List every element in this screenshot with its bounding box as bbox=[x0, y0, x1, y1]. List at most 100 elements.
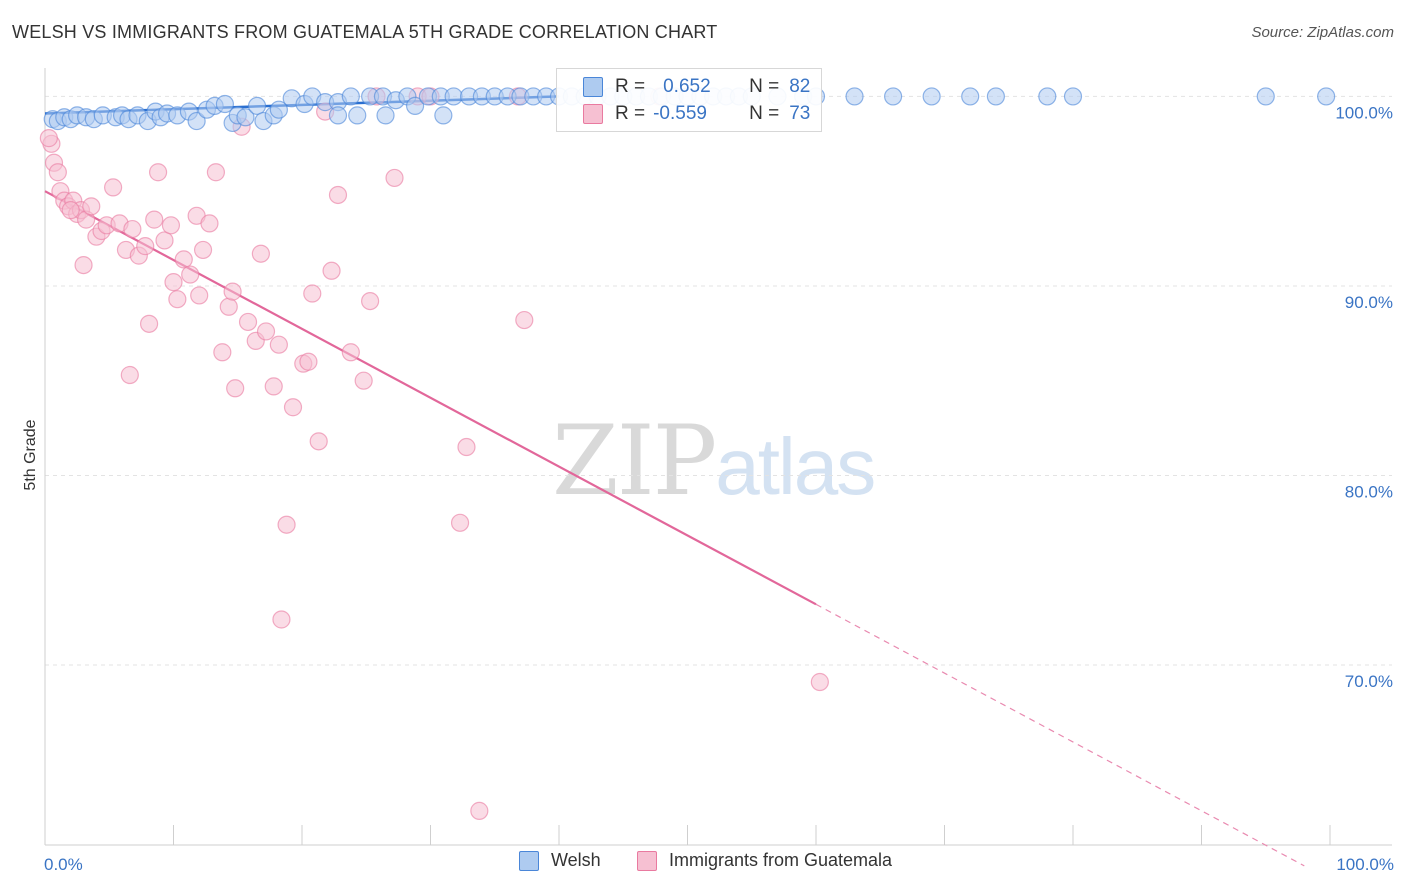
guatemala-point bbox=[136, 237, 155, 256]
watermark-zip: ZIP bbox=[552, 405, 717, 517]
guatemala-point bbox=[82, 197, 101, 216]
guatemala-point bbox=[272, 610, 291, 629]
guatemala-point bbox=[341, 343, 360, 362]
guatemala-point bbox=[168, 290, 187, 309]
guatemala-point bbox=[328, 185, 348, 205]
legend: Welsh Immigrants from Guatemala bbox=[0, 850, 1406, 880]
y-tick-label: 90.0% bbox=[1345, 293, 1393, 312]
guatemala-trend-extension bbox=[815, 603, 1305, 867]
welsh-point bbox=[1063, 87, 1083, 106]
welsh-point bbox=[1317, 87, 1336, 106]
guatemala-point bbox=[385, 168, 404, 188]
guatemala-point bbox=[299, 352, 318, 371]
legend-swatch-welsh bbox=[519, 850, 539, 871]
welsh-point bbox=[922, 87, 941, 106]
welsh-point bbox=[236, 108, 255, 127]
guatemala-point bbox=[450, 513, 470, 532]
stats-r-value-guatemala: -0.559 bbox=[653, 103, 707, 124]
guatemala-point bbox=[226, 379, 245, 398]
watermark-atlas: atlas bbox=[715, 422, 876, 511]
trend-lines bbox=[44, 95, 1305, 867]
welsh-point bbox=[434, 106, 453, 125]
guatemala-point bbox=[200, 214, 219, 233]
guatemala-point bbox=[48, 163, 67, 182]
welsh-point bbox=[187, 111, 206, 131]
guatemala-point bbox=[104, 178, 123, 197]
x-tick-label: 100.0% bbox=[1336, 855, 1394, 874]
stats-n-label-guatemala: N = bbox=[749, 103, 780, 124]
stats-swatch-guatemala bbox=[583, 104, 603, 124]
guatemala-point bbox=[277, 515, 296, 534]
guatemala-point bbox=[190, 286, 209, 305]
guatemala-point bbox=[148, 163, 168, 182]
y-tick-label: 80.0% bbox=[1345, 482, 1393, 501]
guatemala-point bbox=[515, 310, 534, 330]
guatemala-point bbox=[303, 284, 322, 303]
legend-label-welsh: Welsh bbox=[551, 850, 601, 870]
stats-r-label-guatemala: R = bbox=[615, 103, 646, 124]
guatemala-point bbox=[145, 210, 164, 229]
guatemala-point bbox=[61, 201, 80, 220]
welsh-point bbox=[405, 96, 425, 116]
watermark: ZIPatlas bbox=[552, 405, 876, 517]
guatemala-point bbox=[283, 398, 303, 417]
welsh-point bbox=[348, 106, 367, 125]
welsh-point bbox=[986, 87, 1006, 106]
stats-n-label-welsh: N = bbox=[749, 76, 780, 97]
welsh-point bbox=[444, 87, 463, 106]
gridlines bbox=[45, 95, 1392, 666]
guatemala-point bbox=[219, 297, 238, 316]
guatemala-point bbox=[161, 216, 181, 235]
guatemala-point bbox=[322, 261, 341, 280]
legend-label-guatemala: Immigrants from Guatemala bbox=[669, 850, 893, 870]
guatemala-point bbox=[120, 365, 139, 385]
stats-box: R = 0.652 N = 82 R = -0.559 N = 73 bbox=[556, 68, 822, 132]
legend-item-welsh[interactable]: Welsh bbox=[519, 850, 601, 871]
guatemala-points bbox=[39, 87, 829, 820]
source-label: Source: ZipAtlas.com bbox=[1251, 24, 1394, 41]
y-tick-label: 70.0% bbox=[1345, 672, 1393, 691]
guatemala-point bbox=[74, 255, 93, 275]
welsh-point bbox=[845, 87, 864, 106]
welsh-point bbox=[883, 87, 903, 106]
guatemala-point bbox=[139, 314, 159, 333]
guatemala-point bbox=[269, 335, 288, 354]
stats-n-value-guatemala: 73 bbox=[789, 103, 811, 124]
legend-swatch-guatemala bbox=[637, 850, 657, 871]
stats-row-welsh: R = 0.652 N = 82 bbox=[557, 73, 810, 101]
guatemala-point bbox=[164, 273, 183, 292]
welsh-point bbox=[247, 96, 267, 116]
welsh-point bbox=[215, 94, 234, 114]
x-tick-label: 0.0% bbox=[44, 855, 83, 874]
welsh-point bbox=[961, 87, 980, 106]
welsh-point bbox=[376, 106, 395, 125]
stats-r-value-welsh: 0.652 bbox=[663, 76, 711, 97]
guatemala-point bbox=[238, 312, 258, 332]
guatemala-point bbox=[251, 244, 270, 263]
x-tick-labels: 0.0% 100.0% bbox=[44, 855, 1394, 874]
welsh-point bbox=[328, 106, 348, 125]
welsh-point bbox=[269, 100, 288, 119]
guatemala-point bbox=[39, 129, 58, 148]
stats-n-value-welsh: 82 bbox=[789, 76, 811, 97]
guatemala-point bbox=[213, 343, 232, 362]
guatemala-point bbox=[174, 250, 193, 269]
chart-title: WELSH VS IMMIGRANTS FROM GUATEMALA 5TH G… bbox=[12, 22, 718, 42]
guatemala-point bbox=[123, 219, 142, 239]
stats-swatch-welsh bbox=[583, 77, 603, 97]
y-tick-labels: 100.0% 90.0% 80.0% 70.0% bbox=[1335, 103, 1393, 691]
guatemala-point bbox=[181, 265, 200, 284]
welsh-point bbox=[1038, 87, 1057, 106]
guatemala-trend-line bbox=[44, 190, 817, 606]
guatemala-point bbox=[256, 322, 276, 341]
guatemala-point bbox=[361, 292, 380, 311]
legend-item-guatemala[interactable]: Immigrants from Guatemala bbox=[637, 850, 892, 871]
guatemala-point bbox=[264, 377, 283, 396]
stats-r-label-welsh: R = bbox=[615, 76, 646, 97]
guatemala-point bbox=[155, 231, 174, 250]
guatemala-point bbox=[193, 240, 213, 260]
stats-row-guatemala: R = -0.559 N = 73 bbox=[557, 100, 810, 128]
guatemala-point bbox=[457, 437, 476, 457]
axes bbox=[44, 68, 1392, 846]
